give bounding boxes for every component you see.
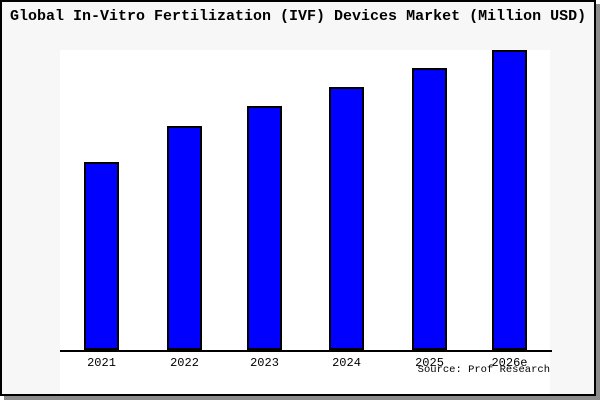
bar-2024 [329, 87, 364, 350]
bar-2021 [84, 162, 119, 350]
source-credit: Source: Prof Research [417, 364, 550, 376]
x-tick-label-2023: 2023 [250, 356, 279, 370]
bar-2025 [412, 68, 447, 350]
bar-2022 [167, 126, 202, 350]
x-axis-line [60, 350, 552, 352]
plot-area [60, 50, 550, 394]
x-tick-label-2024: 2024 [332, 356, 361, 370]
chart-title: Global In-Vitro Fertilization (IVF) Devi… [10, 8, 587, 25]
x-tick-label-2025: 2025 [415, 356, 444, 370]
bar-2026e [492, 50, 527, 350]
bar-2023 [247, 106, 282, 350]
x-tick-label-2022: 2022 [170, 356, 199, 370]
x-tick-label-2021: 2021 [87, 356, 116, 370]
x-tick-label-2026e: 2026e [491, 356, 528, 370]
